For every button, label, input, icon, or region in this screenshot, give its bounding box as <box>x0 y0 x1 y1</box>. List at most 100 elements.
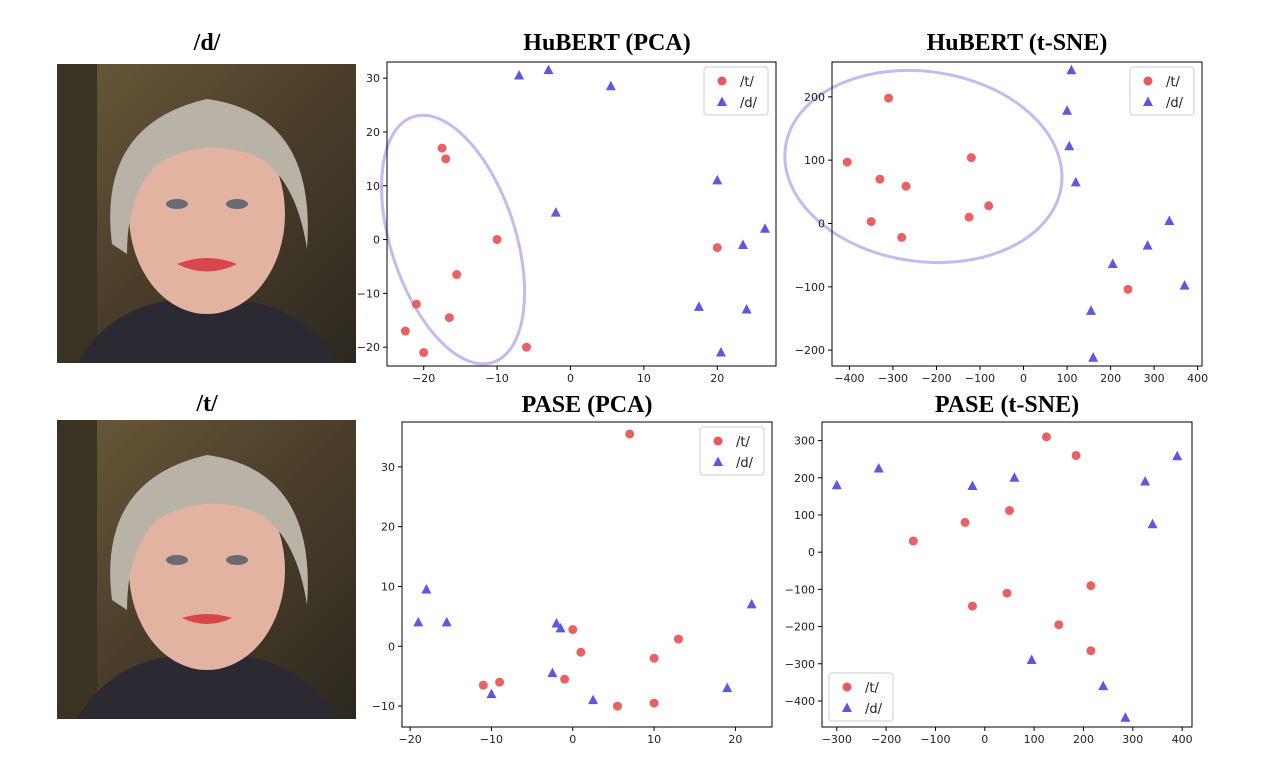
y-tick-label: 100 <box>804 154 825 167</box>
legend-label: /d/ <box>865 702 883 717</box>
y-tick-label: −200 <box>785 621 815 634</box>
point-t <box>411 299 421 309</box>
point-d <box>486 688 497 699</box>
x-tick-label: −400 <box>834 372 864 385</box>
point-t <box>1123 284 1133 294</box>
point-t <box>478 680 488 690</box>
point-t <box>960 517 970 527</box>
point-d <box>1062 105 1073 115</box>
x-tick-label: 200 <box>1073 733 1094 746</box>
legend-label: /t/ <box>865 681 879 696</box>
legend-label: /d/ <box>736 456 754 471</box>
y-tick-label: −20 <box>357 341 380 354</box>
x-tick-label: 0 <box>569 733 576 746</box>
legend-label: /t/ <box>1166 75 1180 90</box>
point-d <box>1026 654 1037 665</box>
speaker-photo-top <box>57 64 356 363</box>
plot-frame <box>386 61 777 367</box>
plot-frame <box>401 421 773 728</box>
point-t <box>452 270 462 280</box>
point-d <box>1172 450 1183 461</box>
y-tick-label: 200 <box>794 472 815 485</box>
point-d <box>1107 258 1118 269</box>
x-tick-label: 0 <box>567 372 574 385</box>
point-t <box>576 647 586 657</box>
point-t <box>908 536 918 546</box>
x-tick-label: 300 <box>1144 372 1165 385</box>
speaker-photo-bottom <box>57 420 356 719</box>
point-t <box>875 174 885 184</box>
point-t <box>495 677 505 687</box>
point-t <box>1041 432 1051 442</box>
point-d <box>1179 280 1190 290</box>
point-d <box>1009 472 1020 482</box>
point-d <box>551 618 562 628</box>
x-tick-label: 100 <box>1057 372 1078 385</box>
point-d <box>831 479 842 490</box>
point-t <box>712 243 722 253</box>
legend-marker-t <box>1143 76 1153 86</box>
plot-1: −400 −300 −200 −100 0 100 200 300 400 −200 −100 0 10… <box>783 61 1208 385</box>
point-t <box>673 634 683 644</box>
plot-frame <box>821 421 1193 728</box>
point-t <box>1071 450 1081 460</box>
y-tick-label: 20 <box>366 126 380 139</box>
point-d <box>746 598 757 609</box>
legend-box <box>1129 66 1195 116</box>
y-tick-label: −10 <box>372 700 395 713</box>
y-tick-label: 100 <box>794 509 815 522</box>
y-tick-label: 10 <box>366 180 380 193</box>
legend-marker-d <box>842 702 852 712</box>
legend-label: /d/ <box>1166 96 1184 111</box>
y-tick-label: 30 <box>366 72 380 85</box>
point-t <box>625 429 635 439</box>
y-tick-label: 30 <box>381 461 395 474</box>
y-tick-label: −10 <box>357 287 380 300</box>
legend-marker-t <box>713 436 723 446</box>
point-t <box>1054 620 1064 630</box>
point-d <box>441 616 452 627</box>
point-d <box>1142 240 1153 250</box>
legend-marker-d <box>1143 96 1153 106</box>
point-d <box>1120 712 1131 722</box>
y-tick-label: −200 <box>795 344 825 357</box>
point-d <box>1164 215 1175 225</box>
legend-box <box>703 66 769 116</box>
x-tick-label: 400 <box>1187 372 1208 385</box>
point-d <box>741 304 752 314</box>
y-tick-label: 0 <box>373 234 380 247</box>
point-d <box>1098 680 1109 691</box>
point-t <box>967 601 977 611</box>
point-t <box>897 232 907 242</box>
point-d <box>1064 140 1075 151</box>
point-t <box>560 674 570 684</box>
x-tick-label: 0 <box>1020 372 1027 385</box>
point-d <box>555 622 566 633</box>
y-tick-label: 20 <box>381 521 395 534</box>
point-t <box>866 217 876 227</box>
legend: /t/ /d/ <box>699 426 765 476</box>
y-tick-label: 10 <box>381 580 395 593</box>
x-tick-label: 300 <box>1122 733 1143 746</box>
point-d <box>1147 518 1158 529</box>
point-d <box>1086 305 1096 315</box>
point-d <box>759 223 770 233</box>
point-t <box>1086 646 1096 656</box>
x-tick-label: −300 <box>822 733 852 746</box>
point-t <box>842 157 852 167</box>
point-t <box>492 235 502 245</box>
cluster-ellipse <box>783 68 1064 265</box>
point-t <box>1086 581 1096 591</box>
point-t <box>444 313 454 323</box>
point-t <box>521 342 531 352</box>
x-tick-label: −20 <box>399 733 422 746</box>
point-t <box>400 326 410 336</box>
point-t <box>901 181 911 191</box>
x-tick-label: 200 <box>1100 372 1121 385</box>
point-d <box>421 583 432 594</box>
point-d <box>514 69 525 80</box>
x-tick-label: 20 <box>710 372 724 385</box>
y-tick-label: 0 <box>388 640 395 653</box>
photo-title-bottom: /t/ <box>196 391 218 417</box>
